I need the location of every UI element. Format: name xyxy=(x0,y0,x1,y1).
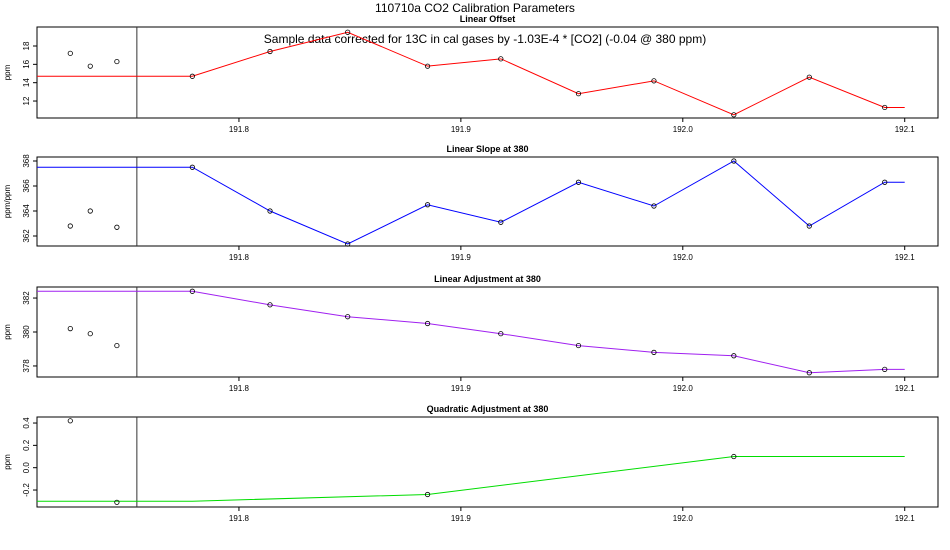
data-point xyxy=(345,241,351,247)
y-axis-label: ppm xyxy=(3,454,12,470)
x-tick-label: 192.0 xyxy=(673,384,694,393)
y-tick-label: 368 xyxy=(22,154,31,168)
panel-title: Linear Slope at 380 xyxy=(446,144,528,154)
data-point xyxy=(882,104,888,111)
y-tick-label: 18 xyxy=(22,41,31,50)
data-point xyxy=(498,219,504,225)
x-tick-label: 191.9 xyxy=(451,514,472,523)
outlier-point xyxy=(114,499,120,505)
data-line xyxy=(37,456,905,502)
plot-frame xyxy=(36,416,939,508)
y-tick-label: -0.2 xyxy=(22,483,31,497)
panel-title: Quadratic Adjustment at 380 xyxy=(427,404,549,414)
outlier-point xyxy=(67,326,73,332)
outlier-point xyxy=(87,208,93,214)
data-line xyxy=(37,31,905,116)
data-point xyxy=(731,112,737,118)
data-point xyxy=(575,342,582,349)
data-point xyxy=(651,203,657,209)
data-point xyxy=(806,74,812,80)
data-point xyxy=(806,370,812,376)
y-tick-label: 362 xyxy=(22,229,31,243)
y-tick-label: 378 xyxy=(22,359,31,373)
x-tick-label: 191.8 xyxy=(229,514,250,523)
x-tick-label: 192.1 xyxy=(895,514,916,523)
y-tick-label: 14 xyxy=(22,78,31,87)
outlier-point xyxy=(114,224,120,230)
plot-frame xyxy=(36,156,939,247)
panel-title: Linear Adjustment at 380 xyxy=(434,274,541,284)
data-line xyxy=(37,160,905,245)
data-point xyxy=(345,314,351,320)
x-tick-label: 192.0 xyxy=(673,514,694,523)
x-tick-label: 192.1 xyxy=(895,384,916,393)
y-tick-label: 0.0 xyxy=(22,462,31,474)
data-point xyxy=(267,302,273,308)
data-point xyxy=(575,91,582,97)
page-title: 110710a CO2 Calibration Parameters xyxy=(375,1,575,15)
data-point xyxy=(189,164,195,170)
x-tick-label: 191.9 xyxy=(451,384,472,393)
y-tick-label: 364 xyxy=(22,204,31,218)
data-point xyxy=(731,453,737,460)
y-tick-label: 366 xyxy=(22,179,31,193)
data-point xyxy=(498,56,504,62)
outlier-point xyxy=(114,58,120,65)
y-tick-label: 0.4 xyxy=(22,417,31,429)
data-point xyxy=(651,349,657,355)
data-point xyxy=(575,179,582,185)
plot-frame xyxy=(36,26,939,119)
data-line xyxy=(37,290,905,374)
outlier-point xyxy=(87,63,93,69)
x-tick-label: 192.1 xyxy=(895,253,916,262)
data-point xyxy=(882,366,888,372)
outlier-point xyxy=(87,331,93,337)
data-point xyxy=(424,63,431,69)
y-axis-label: ppm xyxy=(3,64,12,80)
data-point xyxy=(498,331,504,337)
data-point xyxy=(651,78,657,84)
y-axis-label: ppm xyxy=(3,324,12,340)
x-tick-label: 191.8 xyxy=(229,125,250,134)
data-point xyxy=(882,179,888,185)
data-point xyxy=(267,48,273,55)
data-point xyxy=(189,288,195,294)
data-point xyxy=(424,491,431,498)
data-point xyxy=(731,353,737,359)
data-point xyxy=(267,208,273,214)
y-axis-label: ppm/ppm xyxy=(3,184,12,218)
y-tick-label: 382 xyxy=(22,291,31,305)
panel-title: Linear Offset xyxy=(460,14,516,24)
x-tick-label: 191.9 xyxy=(451,125,472,134)
x-tick-label: 191.8 xyxy=(229,384,250,393)
data-point xyxy=(731,158,737,164)
x-tick-label: 192.1 xyxy=(895,125,916,134)
y-tick-label: 380 xyxy=(22,325,31,339)
data-point xyxy=(806,223,812,229)
outlier-point xyxy=(114,342,120,349)
y-tick-label: 0.2 xyxy=(22,439,31,451)
panel-subtitle: Sample data corrected for 13C in cal gas… xyxy=(264,32,706,46)
data-point xyxy=(345,29,351,35)
x-tick-label: 192.0 xyxy=(673,125,694,134)
outlier-point xyxy=(67,50,73,56)
y-tick-label: 12 xyxy=(22,96,31,105)
data-point xyxy=(424,202,431,208)
data-point xyxy=(189,73,195,79)
x-tick-label: 192.0 xyxy=(673,253,694,262)
data-point xyxy=(424,320,431,327)
outlier-point xyxy=(67,223,73,229)
x-tick-label: 191.9 xyxy=(451,253,472,262)
x-tick-label: 191.8 xyxy=(229,253,250,262)
y-tick-label: 16 xyxy=(22,59,31,68)
outlier-point xyxy=(67,418,73,424)
